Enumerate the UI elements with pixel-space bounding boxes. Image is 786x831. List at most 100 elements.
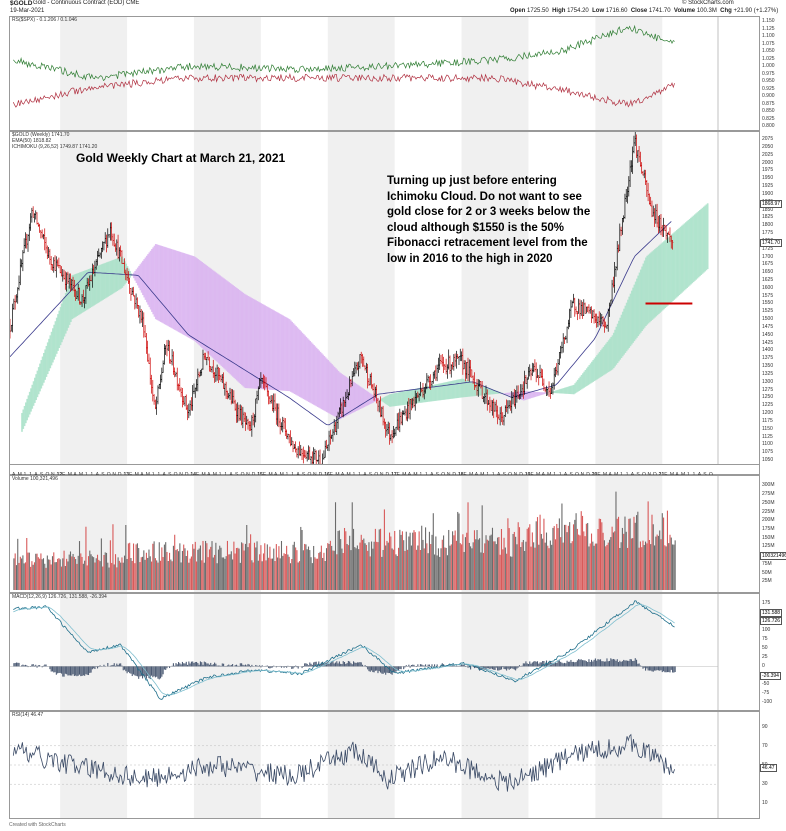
volume-bar bbox=[332, 550, 334, 590]
macd-histogram-bar bbox=[202, 664, 204, 667]
ichimoku-cloud-slice bbox=[603, 345, 606, 375]
ichimoku-cloud-slice bbox=[301, 332, 304, 399]
ichimoku-cloud-slice bbox=[179, 251, 182, 333]
macd-histogram-bar bbox=[243, 665, 245, 667]
volume-bar bbox=[23, 563, 25, 590]
volume-bar bbox=[31, 561, 33, 590]
macd-histogram-bar bbox=[188, 661, 190, 667]
axis-tick-label: 1.150 bbox=[762, 18, 775, 24]
macd-histogram-bar bbox=[459, 665, 461, 667]
macd-histogram-bar bbox=[31, 664, 33, 667]
axis-tick-label: 1.075 bbox=[762, 40, 775, 47]
ichimoku-cloud-slice bbox=[208, 267, 211, 356]
axis-tick-label: 1100 bbox=[762, 441, 773, 448]
volume-bar bbox=[266, 544, 268, 590]
volume-bar bbox=[292, 544, 294, 590]
ichimoku-cloud-slice bbox=[28, 391, 31, 415]
volume-bar bbox=[68, 554, 70, 590]
macd-histogram-bar bbox=[21, 665, 23, 667]
volume-bar bbox=[66, 558, 68, 590]
ema-line bbox=[9, 221, 672, 426]
ichimoku-cloud-slice bbox=[490, 389, 493, 395]
macd-histogram-bar bbox=[408, 664, 410, 667]
ichimoku-cloud-slice bbox=[623, 308, 625, 355]
volume-bar bbox=[436, 555, 438, 590]
value-tag: 1868.97 bbox=[760, 199, 783, 208]
volume-bar bbox=[241, 542, 243, 590]
macd-histogram-bar bbox=[490, 666, 492, 669]
volume-bar bbox=[105, 552, 108, 590]
volume-bar bbox=[385, 545, 387, 590]
macd-histogram-bar bbox=[185, 661, 187, 667]
volume-bar bbox=[27, 552, 29, 590]
volume-bar bbox=[32, 564, 34, 590]
macd-histogram-bar bbox=[638, 663, 640, 667]
volume-bar bbox=[205, 540, 207, 590]
volume-bar bbox=[94, 562, 96, 590]
macd-histogram-bar bbox=[187, 664, 189, 667]
macd-histogram-bar bbox=[107, 662, 109, 667]
ichimoku-cloud-slice bbox=[492, 389, 494, 395]
ichimoku-cloud-slice bbox=[427, 385, 430, 402]
volume-bar bbox=[538, 544, 540, 590]
ichimoku-cloud-slice bbox=[43, 353, 45, 383]
macd-histogram-bar bbox=[84, 666, 86, 676]
axis-tick-label: 1925 bbox=[762, 183, 774, 190]
volume-bar bbox=[165, 542, 167, 590]
macd-histogram-bar bbox=[553, 663, 555, 667]
volume-bar bbox=[567, 525, 569, 590]
macd-histogram-bar bbox=[354, 662, 356, 667]
volume-bar bbox=[539, 514, 541, 590]
macd-histogram-bar bbox=[217, 665, 219, 667]
volume-bar bbox=[444, 547, 446, 590]
volume-bar bbox=[405, 531, 407, 590]
volume-bar bbox=[578, 534, 580, 590]
volume-bar bbox=[337, 530, 339, 590]
volume-bar bbox=[190, 556, 192, 590]
ichimoku-cloud-slice bbox=[473, 383, 476, 397]
volume-bar bbox=[466, 532, 468, 590]
volume-bar bbox=[581, 515, 584, 590]
volume-bar bbox=[118, 560, 120, 590]
instrument-name: Gold - Continuous Contract (EOD) CME bbox=[33, 0, 140, 6]
volume-bar bbox=[42, 558, 45, 590]
volume-bar bbox=[524, 550, 526, 590]
volume-bar bbox=[660, 539, 662, 590]
volume-bar bbox=[58, 558, 60, 590]
macd-histogram-bar bbox=[55, 666, 57, 675]
macd-histogram-bar bbox=[90, 666, 92, 673]
macd-histogram-bar bbox=[71, 666, 73, 676]
volume-bar bbox=[410, 545, 412, 590]
ichimoku-cloud-slice bbox=[377, 398, 380, 401]
macd-histogram-bar bbox=[606, 658, 608, 667]
axis-tick-label: 1700 bbox=[762, 253, 774, 260]
macd-histogram-bar bbox=[139, 666, 141, 677]
ichimoku-cloud-slice bbox=[571, 385, 574, 395]
volume-bar bbox=[342, 553, 344, 590]
volume-bar bbox=[574, 519, 576, 590]
macd-histogram-bar bbox=[121, 665, 123, 667]
axis-tick-label: 2075 bbox=[762, 136, 774, 143]
volume-bar bbox=[484, 543, 486, 590]
ichimoku-cloud-slice bbox=[454, 380, 457, 399]
volume-bar bbox=[482, 552, 485, 590]
macd-histogram-bar bbox=[355, 662, 357, 667]
macd-histogram-bar bbox=[620, 661, 622, 667]
ichimoku-cloud-slice bbox=[127, 268, 130, 280]
volume-bar bbox=[450, 544, 452, 590]
volume-bar bbox=[289, 563, 292, 590]
ichimoku-cloud-slice bbox=[664, 240, 667, 309]
ichimoku-cloud-slice bbox=[45, 345, 48, 377]
macd-histogram-bar bbox=[328, 663, 330, 667]
ichimoku-cloud-slice bbox=[659, 244, 661, 313]
volume-bar bbox=[40, 553, 42, 590]
axis-tick-label: 1825 bbox=[762, 214, 774, 221]
macd-histogram-bar bbox=[87, 666, 90, 676]
macd-histogram-bar bbox=[378, 666, 380, 672]
volume-bar bbox=[75, 559, 77, 590]
volume-bar bbox=[112, 524, 114, 590]
macd-histogram-bar bbox=[127, 666, 129, 672]
ichimoku-cloud-slice bbox=[260, 303, 263, 390]
macd-histogram-bar bbox=[347, 660, 349, 667]
ichimoku-cloud-slice bbox=[524, 391, 526, 401]
